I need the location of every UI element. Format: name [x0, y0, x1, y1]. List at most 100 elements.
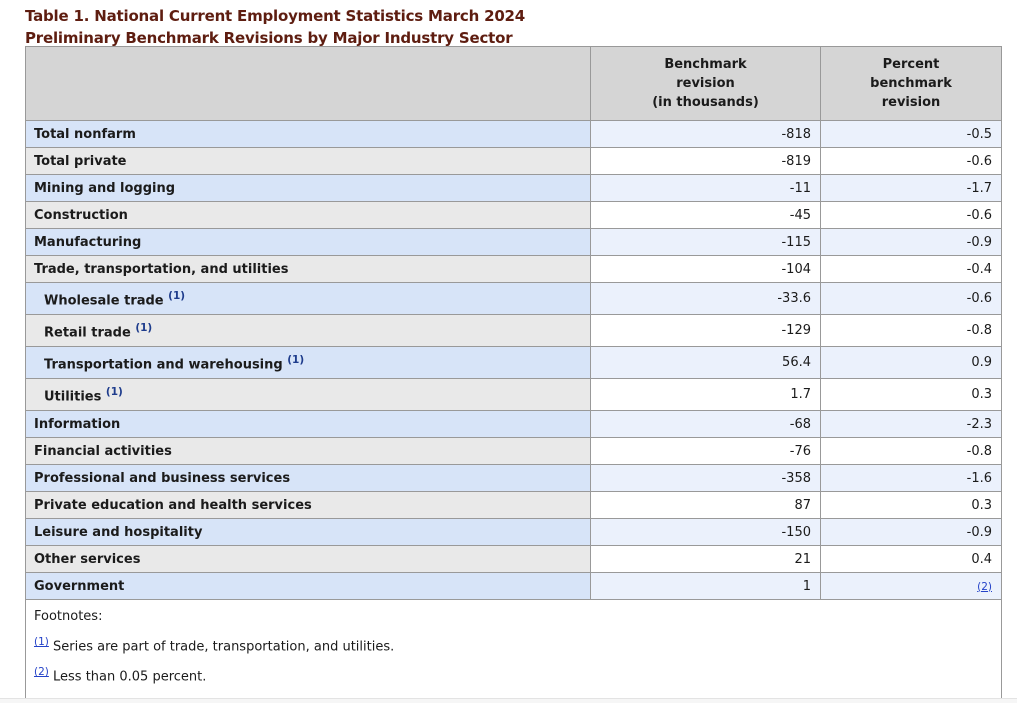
table-row: Construction -45 -0.6	[25, 201, 1002, 229]
table-row: Wholesale trade (1) -33.6 -0.6	[25, 282, 1002, 315]
footnotes-cell: Footnotes: (1) Series are part of trade,…	[25, 599, 1002, 700]
benchmark-revisions-table: Benchmark revision (in thousands) Percen…	[25, 46, 1002, 700]
percent-revision-cell: -0.9	[820, 518, 1002, 546]
column-header-industry	[25, 46, 591, 121]
footnote-ref-link[interactable]: (1)	[168, 289, 186, 302]
industry-label: Total private	[34, 153, 127, 169]
benchmark-revision-cell: 1.7	[590, 378, 821, 411]
table-title-line2: Preliminary Benchmark Revisions by Major…	[25, 29, 513, 47]
industry-label: Construction	[34, 207, 128, 223]
percent-revision-cell: -0.6	[820, 201, 1002, 229]
industry-label-cell: Information	[25, 410, 591, 438]
table-row: Trade, transportation, and utilities -104…	[25, 255, 1002, 283]
table-row: Retail trade (1) -129 -0.8	[25, 314, 1002, 347]
benchmark-revision-cell: -818	[590, 120, 821, 148]
industry-label: Other services	[34, 551, 141, 567]
footnote-ref-link[interactable]: (1)	[287, 353, 305, 366]
percent-revision-cell: -1.6	[820, 464, 1002, 492]
percent-revision-cell: -0.5	[820, 120, 1002, 148]
industry-label-cell: Other services	[25, 545, 591, 573]
footnote-2-link[interactable]: (2)	[34, 666, 49, 679]
footnote-2-text: Less than 0.05 percent.	[53, 669, 207, 685]
percent-revision-cell: -1.7	[820, 174, 1002, 202]
industry-label-cell: Utilities (1)	[25, 378, 591, 411]
industry-label-cell: Professional and business services	[25, 464, 591, 492]
table-row: Government 1 (2)	[25, 572, 1002, 600]
benchmark-revision-cell: -150	[590, 518, 821, 546]
footnote-item-2: (2) Less than 0.05 percent.	[34, 662, 993, 687]
benchmark-revision-cell: 56.4	[590, 346, 821, 379]
industry-label: Utilities	[44, 389, 102, 405]
industry-label: Transportation and warehousing	[44, 357, 283, 373]
industry-label: Trade, transportation, and utilities	[34, 261, 289, 277]
benchmark-revision-cell: -68	[590, 410, 821, 438]
benchmark-revision-cell: -11	[590, 174, 821, 202]
footnote-ref-link[interactable]: (1)	[135, 321, 153, 334]
industry-label: Government	[34, 578, 125, 594]
benchmark-revision-cell: 87	[590, 491, 821, 519]
column-header-benchmark-revision: Benchmark revision (in thousands)	[590, 46, 821, 121]
benchmark-revision-cell: -33.6	[590, 282, 821, 315]
percent-revision-cell: -0.6	[820, 282, 1002, 315]
benchmark-revision-cell: -358	[590, 464, 821, 492]
footnote-ref-link[interactable]: (2)	[977, 580, 992, 593]
industry-label: Private education and health services	[34, 497, 312, 513]
percent-revision-cell: -0.6	[820, 147, 1002, 175]
percent-revision-cell: 0.4	[820, 545, 1002, 573]
table-row: Total nonfarm -818 -0.5	[25, 120, 1002, 148]
table-row: Other services 21 0.4	[25, 545, 1002, 573]
page-bottom-divider	[0, 698, 1017, 703]
industry-label-cell: Financial activities	[25, 437, 591, 465]
industry-label-cell: Leisure and hospitality	[25, 518, 591, 546]
table-row: Mining and logging -11 -1.7	[25, 174, 1002, 202]
industry-label: Information	[34, 416, 121, 432]
table-title-line1: Table 1. National Current Employment Sta…	[25, 7, 526, 25]
footnotes-row: Footnotes: (1) Series are part of trade,…	[25, 599, 1002, 700]
industry-label-cell: Construction	[25, 201, 591, 229]
industry-label-cell: Total private	[25, 147, 591, 175]
industry-label: Total nonfarm	[34, 126, 136, 142]
table-row: Manufacturing -115 -0.9	[25, 228, 1002, 256]
benchmark-revision-cell: -819	[590, 147, 821, 175]
footnote-ref-link[interactable]: (1)	[105, 385, 123, 398]
benchmark-revision-cell: 21	[590, 545, 821, 573]
industry-label-cell: Wholesale trade (1)	[25, 282, 591, 315]
percent-revision-cell: -0.4	[820, 255, 1002, 283]
benchmark-revision-cell: -129	[590, 314, 821, 347]
table-row: Transportation and warehousing (1) 56.4 0.…	[25, 346, 1002, 379]
benchmark-revision-cell: 1	[590, 572, 821, 600]
footnote-1-text: Series are part of trade, transportation…	[53, 639, 395, 655]
industry-label-cell: Retail trade (1)	[25, 314, 591, 347]
percent-revision-cell: 0.9	[820, 346, 1002, 379]
table-row: Total private -819 -0.6	[25, 147, 1002, 175]
column-header-percent-revision: Percent benchmark revision	[820, 46, 1002, 121]
table-header-row: Benchmark revision (in thousands) Percen…	[25, 46, 1002, 121]
industry-label-cell: Trade, transportation, and utilities	[25, 255, 591, 283]
industry-label: Leisure and hospitality	[34, 524, 203, 540]
table-row: Private education and health services 87 0…	[25, 491, 1002, 519]
industry-label: Retail trade	[44, 325, 131, 341]
industry-label-cell: Total nonfarm	[25, 120, 591, 148]
footnote-item-1: (1) Series are part of trade, transporta…	[34, 632, 993, 657]
percent-revision-cell: 0.3	[820, 378, 1002, 411]
industry-label-cell: Private education and health services	[25, 491, 591, 519]
table-row: Utilities (1) 1.7 0.3	[25, 378, 1002, 411]
table-row: Financial activities -76 -0.8	[25, 437, 1002, 465]
footnote-1-link[interactable]: (1)	[34, 636, 49, 648]
table-row: Leisure and hospitality -150 -0.9	[25, 518, 1002, 546]
percent-revision-cell: -0.8	[820, 437, 1002, 465]
industry-label-cell: Transportation and warehousing (1)	[25, 346, 591, 379]
industry-label: Professional and business services	[34, 470, 291, 486]
table-row: Information -68 -2.3	[25, 410, 1002, 438]
percent-revision-cell: (2)	[820, 572, 1002, 600]
industry-label-cell: Government	[25, 572, 591, 600]
footnotes-heading: Footnotes:	[34, 609, 103, 624]
benchmark-revision-cell: -76	[590, 437, 821, 465]
benchmark-revision-cell: -104	[590, 255, 821, 283]
percent-revision-cell: -0.9	[820, 228, 1002, 256]
industry-label: Mining and logging	[34, 180, 176, 196]
table-body: Total nonfarm -818 -0.5 Total private -819 -0…	[25, 120, 1002, 600]
industry-label: Wholesale trade	[44, 293, 164, 309]
benchmark-revision-cell: -115	[590, 228, 821, 256]
industry-label-cell: Manufacturing	[25, 228, 591, 256]
